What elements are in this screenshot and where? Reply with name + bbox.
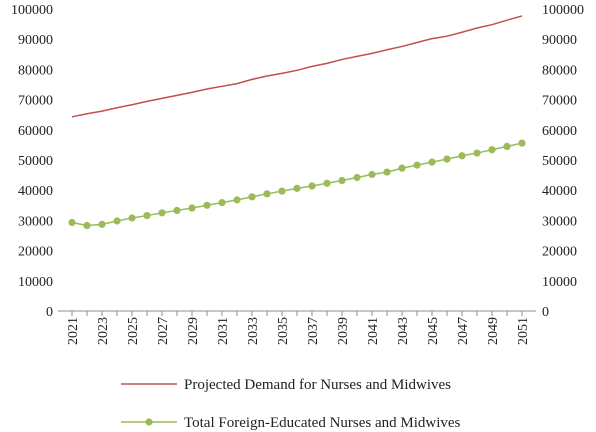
y-tick-label-left: 70000 bbox=[18, 94, 53, 109]
data-point bbox=[398, 164, 406, 172]
y-tick-label-right: 30000 bbox=[542, 214, 577, 229]
data-point bbox=[218, 198, 226, 207]
y-tick-label-right: 100000 bbox=[542, 3, 584, 18]
data-point bbox=[203, 201, 211, 209]
x-tick-label: 2045 bbox=[426, 317, 441, 345]
data-point bbox=[158, 209, 166, 217]
data-point bbox=[473, 149, 481, 157]
y-tick-label-right: 40000 bbox=[542, 184, 577, 199]
data-point bbox=[263, 190, 271, 198]
data-point bbox=[353, 173, 361, 182]
legend-label: Total Foreign-Educated Nurses and Midwiv… bbox=[184, 415, 461, 431]
y-tick-label-right: 50000 bbox=[542, 154, 577, 169]
x-tick-label: 2047 bbox=[456, 317, 471, 345]
x-tick-label: 2035 bbox=[276, 317, 291, 345]
legend: Projected Demand for Nurses and Midwives… bbox=[121, 377, 461, 431]
data-point bbox=[248, 193, 256, 201]
x-tick-label: 2031 bbox=[216, 317, 231, 345]
series-line bbox=[71, 15, 523, 118]
legend-item-2: Total Foreign-Educated Nurses and Midwiv… bbox=[121, 415, 461, 431]
data-point bbox=[413, 161, 421, 169]
legend-swatch-marker bbox=[145, 418, 153, 426]
series-1 bbox=[71, 15, 523, 118]
data-point bbox=[83, 221, 91, 230]
y-tick-label-left: 80000 bbox=[18, 63, 53, 78]
y-tick-label-left: 100000 bbox=[11, 3, 53, 18]
y-tick-label-right: 90000 bbox=[542, 33, 577, 48]
x-tick-label: 2027 bbox=[156, 317, 171, 345]
x-tick-label: 2033 bbox=[246, 317, 261, 345]
x-tick-label: 2025 bbox=[126, 317, 141, 345]
data-point bbox=[503, 142, 511, 151]
x-axis-ticks: 2021 2023 2025 2027 2029 2031 2033 2035 2037 2039… bbox=[66, 311, 531, 345]
data-point bbox=[338, 176, 346, 185]
data-point bbox=[278, 187, 286, 195]
data-point bbox=[113, 217, 121, 225]
series-line bbox=[71, 142, 523, 227]
legend-label: Projected Demand for Nurses and Midwives bbox=[184, 377, 451, 393]
y-tick-label-right: 60000 bbox=[542, 124, 577, 139]
y-tick-label-left: 0 bbox=[46, 305, 53, 320]
x-tick-label: 2039 bbox=[336, 317, 351, 345]
data-point bbox=[233, 196, 241, 204]
y-tick-label-left: 50000 bbox=[18, 154, 53, 169]
x-tick-label: 2043 bbox=[396, 317, 411, 345]
x-tick-label: 2021 bbox=[66, 317, 81, 345]
series-layer bbox=[68, 15, 526, 230]
y-tick-label-left: 90000 bbox=[18, 33, 53, 48]
x-tick-label: 2023 bbox=[96, 317, 111, 345]
y-tick-label-right: 80000 bbox=[542, 63, 577, 78]
y-tick-label-right: 0 bbox=[542, 305, 549, 320]
data-point bbox=[323, 179, 331, 187]
data-point bbox=[383, 168, 391, 176]
y-tick-label-left: 30000 bbox=[18, 214, 53, 229]
data-point bbox=[428, 158, 436, 166]
y-tick-label-left: 10000 bbox=[18, 275, 53, 290]
x-tick-label: 2041 bbox=[366, 317, 381, 345]
data-point bbox=[68, 218, 76, 227]
data-point bbox=[143, 211, 151, 220]
data-point bbox=[368, 170, 376, 179]
x-tick-label: 2029 bbox=[186, 317, 201, 345]
series-2 bbox=[68, 139, 526, 230]
data-point bbox=[458, 152, 466, 160]
right-axis-ticks: 0 10000 20000 30000 40000 50000 60000 70000 8000… bbox=[542, 3, 584, 320]
y-tick-label-right: 70000 bbox=[542, 94, 577, 109]
data-point bbox=[188, 204, 196, 212]
x-tick-label: 2049 bbox=[486, 317, 501, 345]
data-point bbox=[443, 155, 451, 163]
y-tick-label-left: 60000 bbox=[18, 124, 53, 139]
data-point bbox=[173, 206, 181, 215]
left-axis-ticks: 0 10000 20000 30000 40000 50000 60000 70000 8000… bbox=[11, 3, 53, 320]
y-tick-label-left: 40000 bbox=[18, 184, 53, 199]
legend-item-1: Projected Demand for Nurses and Midwives bbox=[121, 377, 451, 393]
data-point bbox=[98, 220, 106, 228]
data-point bbox=[128, 214, 136, 222]
data-point bbox=[488, 146, 496, 154]
data-point bbox=[293, 184, 301, 192]
x-tick-label: 2037 bbox=[306, 317, 321, 345]
y-tick-label-right: 10000 bbox=[542, 275, 577, 290]
y-tick-label-left: 20000 bbox=[18, 245, 53, 260]
data-point bbox=[308, 182, 316, 190]
data-point bbox=[518, 139, 526, 147]
x-tick-label: 2051 bbox=[516, 317, 531, 345]
y-tick-label-right: 20000 bbox=[542, 245, 577, 260]
